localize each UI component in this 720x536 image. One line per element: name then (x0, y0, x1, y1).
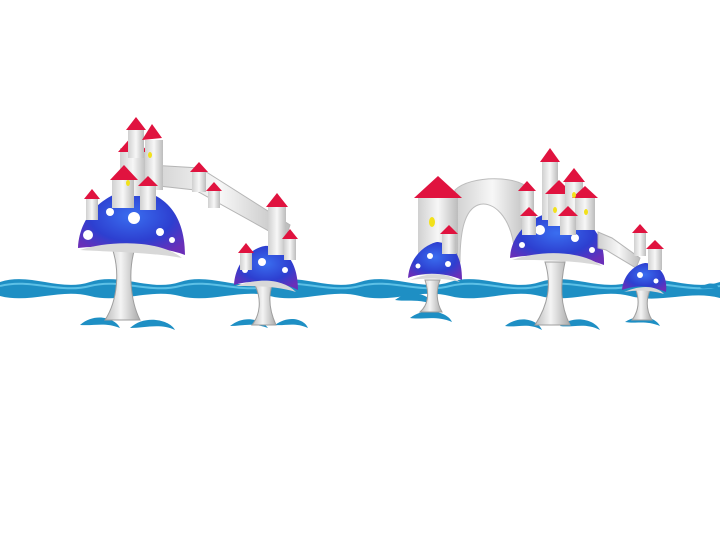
mushroom-castle-far-right (622, 224, 667, 321)
water-waves (0, 279, 720, 330)
mushroom-castle-left (78, 117, 291, 321)
mushroom-castle-right (510, 148, 641, 326)
mushroom-castle-center (408, 176, 531, 313)
mushroom-castle-center-left (190, 162, 298, 326)
